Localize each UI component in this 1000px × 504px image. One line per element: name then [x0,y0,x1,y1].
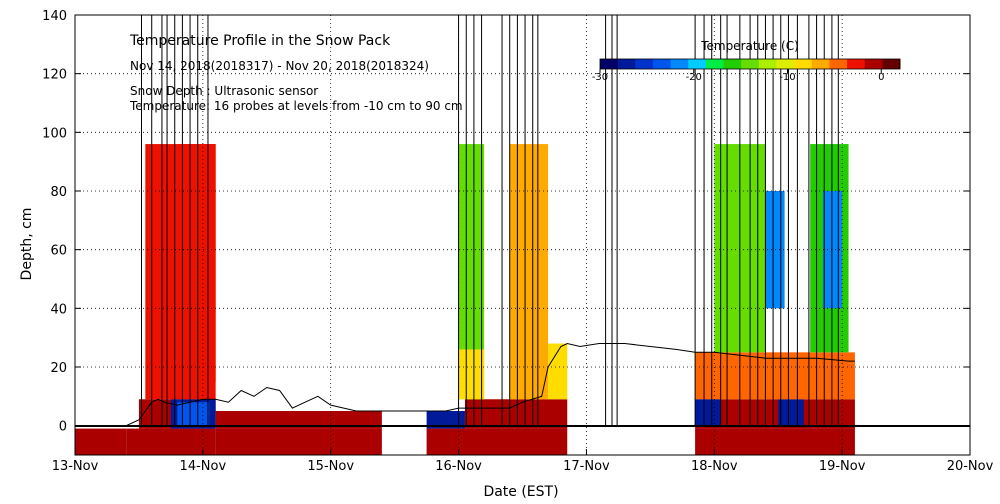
temperature-cell-0 [75,428,127,455]
colorbar-swatch-9 [758,59,777,69]
temperature-cell-15 [548,343,568,400]
x-tick-label-6: 19-Nov [819,459,866,474]
colorbar-swatch-11 [794,59,813,69]
colorbar: -30 -20 -10 0 [592,58,901,83]
snow-depth-line [75,342,855,427]
colorbar-swatch-14 [847,59,866,69]
temperature-cell-10 [426,428,568,455]
temperature-cell-11 [464,399,568,429]
colorbar-tick-label--30: -30 [592,72,608,83]
x-tick-label-7: 20-Nov [947,459,994,474]
temperature-cell-24 [822,191,843,309]
x-axis-ticks: 13-Nov 14-Nov 15-Nov 16-Nov 17-Nov 18-Nov 19-N… [52,449,994,474]
temperature-cell-8 [215,411,382,429]
temperature-cell-4 [177,402,210,426]
y-tick-label-100: 100 [42,126,67,141]
temperature-cell-17 [695,399,855,429]
colorbar-frame [599,58,901,70]
chart-title: Temperature Profile in the Snow Pack [129,33,391,49]
colorbar-swatch-5 [688,59,707,69]
x-tick-label-0: 13-Nov [52,459,99,474]
colorbar-swatch-1 [617,59,636,69]
colorbar-swatch-4 [670,59,689,69]
y-tick-label-60: 60 [50,244,67,259]
plot-frame [74,14,971,456]
colorbar-tick-label-0: 0 [878,72,884,83]
snow-depth-line-group [75,342,855,427]
y-tick-label-140: 140 [42,9,67,24]
grid-lines [75,15,970,455]
temperature-cell-20 [695,352,855,400]
temperature-cell-16 [695,428,855,455]
colorbar-swatch-6 [705,59,725,69]
x-tick-label-5: 18-Nov [691,459,738,474]
x-tick-label-1: 14-Nov [180,459,227,474]
temperature-cell-7 [215,428,382,455]
temperature-cell-19 [778,399,804,426]
colorbar-label: Temperature (C) [700,39,799,53]
chart-subtitle: Nov 14, 2018(2018317) - Nov 20, 2018(201… [130,59,429,73]
y-tick-label-40: 40 [50,302,67,317]
colorbar-swatch-10 [776,59,795,69]
note-temperature-probes: Temperature: 16 probes at levels from -1… [129,99,463,113]
colorbar-swatch-13 [829,59,848,69]
temperature-cell-14 [509,144,549,400]
colorbar-swatch-2 [635,59,654,69]
y-axis-ticks: 0 20 40 60 80 100 120 140 [42,9,970,435]
temperature-cell-6 [177,144,216,382]
y-tick-label-20: 20 [50,361,67,376]
x-tick-label-3: 16-Nov [435,459,482,474]
temperature-cell-13 [458,349,485,400]
temperature-cell-1 [126,428,216,455]
x-tick-label-2: 15-Nov [307,459,354,474]
colorbar-swatch-15 [864,59,883,69]
y-tick-label-80: 80 [50,185,67,200]
y-tick-label-0: 0 [59,420,67,435]
colorbar-swatch-7 [723,59,742,69]
temperature-cell-9 [426,411,465,429]
temperature-cell-18 [695,399,721,426]
colorbar-swatch-12 [811,59,830,69]
colorbar-swatch-8 [741,59,760,69]
colorbar-tick-label--20: -20 [686,72,702,83]
colorbar-swatch-3 [652,59,672,69]
y-axis-label: Depth, cm [19,208,35,281]
colorbar-swatch-0 [600,59,619,69]
x-tick-label-4: 17-Nov [563,459,610,474]
colorbar-swatch-16 [882,59,901,69]
y-tick-label-120: 120 [42,68,67,83]
colorbar-tick-label--10: -10 [779,72,795,83]
note-snow-depth: Snow Depth : Ultrasonic sensor [130,84,318,98]
temperature-heatmap [75,144,855,455]
x-axis-label: Date (EST) [483,484,558,500]
